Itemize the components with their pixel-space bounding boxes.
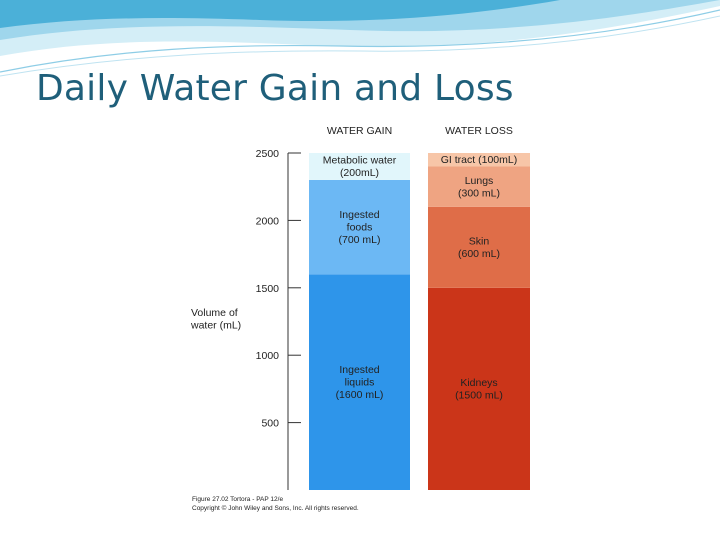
gain-bar-segment-foods	[309, 179, 410, 275]
loss-bar-segment-lungs	[428, 166, 530, 207]
gain-bar-segment-metabolic	[309, 153, 410, 180]
gain-segment-label-liquids: Ingested liquids (1600 mL)	[336, 364, 384, 401]
loss-column-header: WATER LOSS	[445, 125, 513, 137]
y-axis-label: Volume of water (mL)	[190, 307, 241, 332]
gain-segment-label-metabolic: Metabolic water (200mL)	[323, 155, 397, 180]
loss-bar-segment-skin	[428, 206, 530, 288]
loss-segment-label-gi: GI tract (100mL)	[441, 154, 517, 166]
gain-column-header: WATER GAIN	[327, 125, 392, 137]
y-axis: 2500 2000 1500 1000 500	[256, 148, 301, 490]
header-swoosh-decoration	[0, 0, 720, 77]
loss-segment-label-lungs: Lungs (300 mL)	[458, 175, 500, 200]
figure-credit: Figure 27.02 Tortora - PAP 12/e Copyright…	[192, 496, 359, 512]
gain-segment-label-foods: Ingested foods (700 mL)	[338, 209, 380, 246]
y-tick-label: 1500	[256, 283, 280, 295]
loss-bar-segment-gi	[428, 153, 530, 167]
y-tick-label: 500	[261, 418, 279, 430]
loss-segment-label-skin: Skin (600 mL)	[458, 236, 500, 260]
loss-bar-segment-kidneys	[428, 287, 530, 490]
y-tick-label: 1000	[256, 350, 280, 362]
gain-bar-segment-liquids	[309, 274, 410, 490]
y-tick-label: 2000	[256, 215, 280, 227]
loss-segment-label-kidneys: Kidneys (1500 mL)	[455, 377, 503, 402]
slide-title: Daily Water Gain and Loss	[36, 68, 514, 109]
water-balance-chart: WATER GAIN WATER LOSS 2500 2000 1500 1000 500…	[187, 118, 537, 518]
y-tick-label: 2500	[256, 148, 280, 160]
